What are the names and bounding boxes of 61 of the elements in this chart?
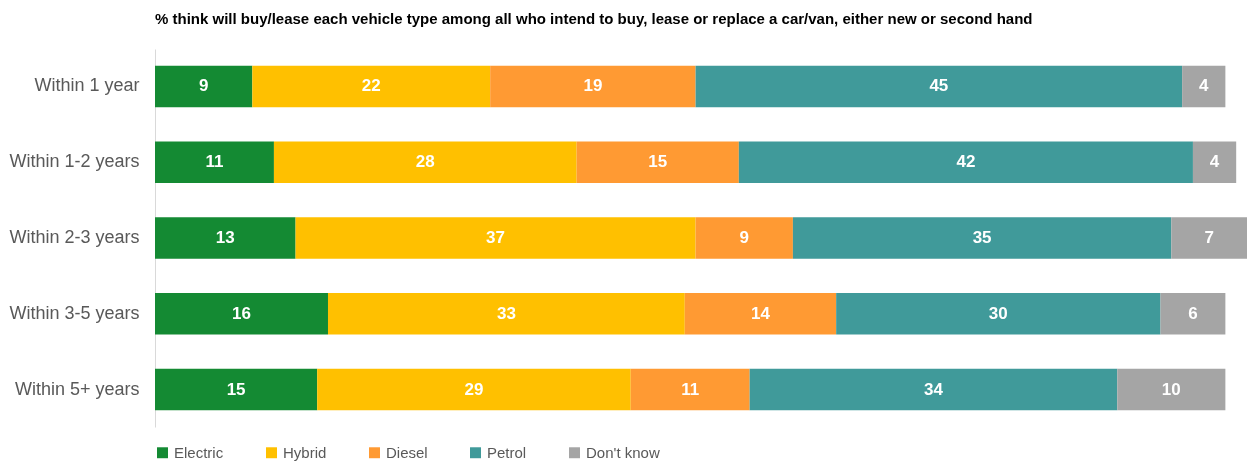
data-label: 42 xyxy=(956,152,976,172)
legend-label: Electric xyxy=(174,443,224,461)
data-label: 10 xyxy=(1161,379,1181,399)
data-label: 9 xyxy=(198,76,209,96)
bar xyxy=(490,65,696,108)
chart-title: % think will buy/lease each vehicle type among all who intend to buy, lease or replace a car/van, either new or second hand xyxy=(155,10,1033,27)
legend-label: Don't know xyxy=(586,443,660,461)
bar xyxy=(155,141,274,184)
bar xyxy=(1117,368,1226,411)
bar xyxy=(155,217,296,259)
data-label: 22 xyxy=(361,76,381,96)
data-label: 14 xyxy=(751,303,771,323)
data-label: 11 xyxy=(205,152,224,172)
bar xyxy=(273,141,577,184)
bar xyxy=(155,65,253,108)
bar xyxy=(695,217,793,259)
bar xyxy=(684,292,837,335)
bar xyxy=(1160,292,1226,335)
y-tick-label: Within 3-5 years xyxy=(9,302,140,323)
y-tick-label: Within 1-2 years xyxy=(9,151,140,172)
bar xyxy=(695,65,1183,108)
data-label: 7 xyxy=(1204,228,1214,247)
data-label: 29 xyxy=(464,379,484,399)
data-label: 28 xyxy=(415,152,435,172)
data-label: 16 xyxy=(232,303,251,323)
bar xyxy=(1192,141,1237,184)
data-label: 13 xyxy=(215,228,235,247)
legend-label: Hybrid xyxy=(283,443,327,461)
bar xyxy=(1182,65,1226,108)
bar xyxy=(295,217,696,259)
data-label: 35 xyxy=(972,228,992,247)
bar xyxy=(792,217,1172,259)
data-label: 33 xyxy=(496,303,516,323)
data-label: 19 xyxy=(583,76,603,96)
bar xyxy=(1171,217,1247,259)
bar xyxy=(155,368,318,411)
bar xyxy=(738,141,1193,184)
y-tick-label: Within 5+ years xyxy=(14,378,140,399)
data-label: 37 xyxy=(486,228,506,247)
data-label: 6 xyxy=(1188,303,1198,323)
bar xyxy=(317,368,631,411)
legend-label: Diesel xyxy=(386,443,428,461)
bar xyxy=(836,292,1161,335)
bar xyxy=(749,368,1118,411)
data-label: 4 xyxy=(1209,152,1220,172)
bar xyxy=(576,141,739,184)
data-label: 15 xyxy=(648,152,668,172)
bar xyxy=(630,368,750,411)
bar xyxy=(327,292,685,335)
legend-label: Petrol xyxy=(487,443,527,461)
data-label: 34 xyxy=(923,379,944,399)
bar xyxy=(252,65,491,108)
y-tick-label: Within 2-3 years xyxy=(9,227,140,247)
data-label: 4 xyxy=(1199,76,1210,96)
data-label: 45 xyxy=(929,76,949,96)
data-label: 15 xyxy=(226,379,246,399)
y-tick-label: Within 1 year xyxy=(34,75,140,96)
data-label: 11 xyxy=(681,379,700,399)
data-label: 9 xyxy=(739,228,749,247)
data-label: 30 xyxy=(988,303,1008,323)
bar xyxy=(155,292,328,335)
